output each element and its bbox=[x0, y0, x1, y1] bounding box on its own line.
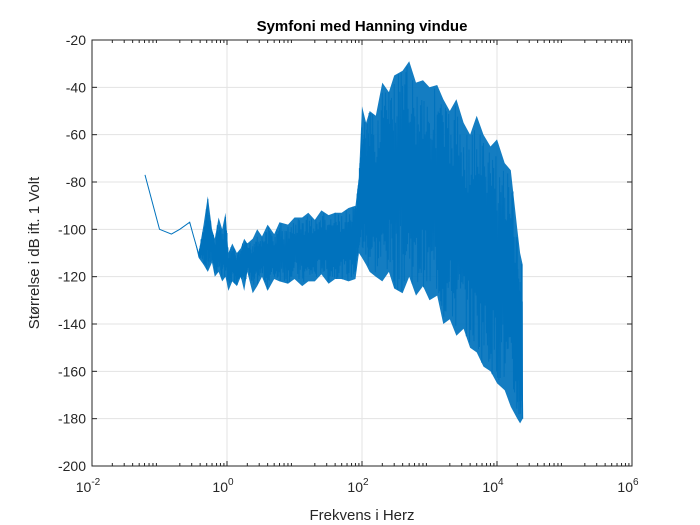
y-tick-label: -20 bbox=[66, 32, 86, 48]
x-tick-label: 10-2 bbox=[76, 477, 101, 495]
axes-box bbox=[91, 39, 633, 467]
x-tick-label: 102 bbox=[347, 477, 369, 495]
y-tick-label: -160 bbox=[58, 363, 86, 379]
plot-area bbox=[144, 61, 524, 424]
y-tick-label: -140 bbox=[58, 316, 86, 332]
chart-title: Symfoni med Hanning vindue bbox=[257, 18, 468, 35]
series-line bbox=[144, 66, 524, 419]
x-axis-label: Frekvens i Herz bbox=[309, 507, 414, 524]
x-tick-label: 104 bbox=[482, 477, 504, 495]
ticks: -20 -40 -60 -80 -100 -120 -140 -160 -180 -200 10-2… bbox=[58, 32, 639, 495]
x-tick-label: 106 bbox=[617, 477, 639, 495]
y-tick-label: -100 bbox=[58, 221, 86, 237]
y-tick-label: -120 bbox=[58, 269, 86, 285]
y-axis-label: Størrelse i dB ift. 1 Volt bbox=[26, 176, 43, 329]
y-tick-label: -180 bbox=[58, 411, 86, 427]
y-tick-label: -60 bbox=[66, 127, 86, 143]
x-tick-label: 100 bbox=[212, 477, 234, 495]
y-tick-label: -80 bbox=[66, 174, 86, 190]
y-tick-label: -40 bbox=[66, 79, 86, 95]
y-tick-label: -200 bbox=[58, 458, 86, 474]
